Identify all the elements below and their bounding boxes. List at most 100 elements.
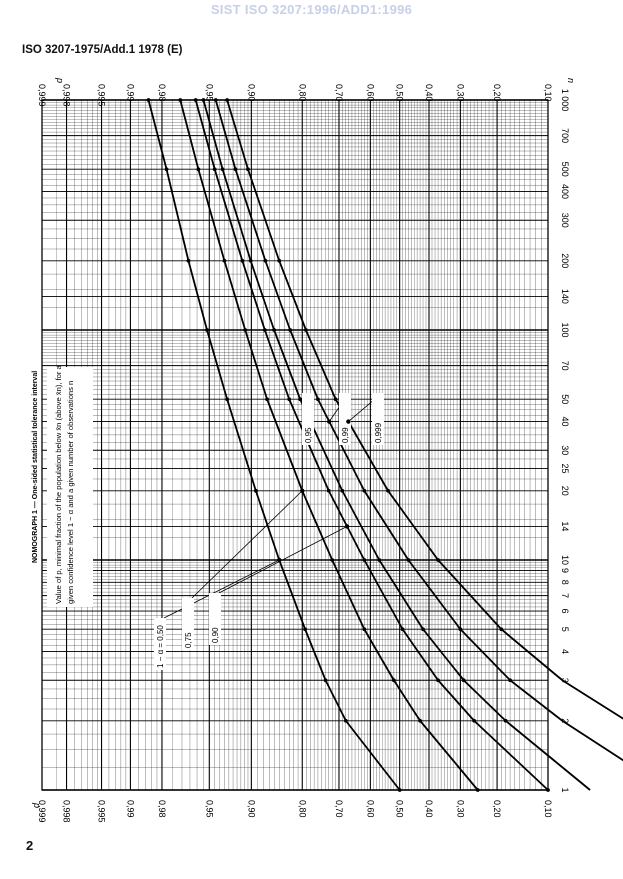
n-tick-label: 14 [560,521,570,531]
p-tick-label: 0,20 [492,800,502,818]
n-tick-label: 1 [560,787,570,792]
curve-point [343,718,348,723]
curve-point [262,328,267,332]
n-tick-label: 70 [560,361,570,371]
curve-point [220,167,225,172]
curve-point [246,167,250,172]
p-tick-label: 0,99 [125,84,135,102]
curve-point [362,558,367,562]
label-background [154,618,166,670]
chart-title: NOMOGRAPH 1 — One-sided statistical tole… [32,371,39,563]
n-axis-label: n [566,78,576,83]
n-tick-label: 20 [560,486,570,496]
p-tick-label: 0,30 [455,800,465,818]
n-tick-label: 100 [560,322,570,337]
curve-point [222,258,227,263]
p-tick-label: 0,60 [365,800,375,818]
n-tick-label: 40 [560,416,570,426]
p-axis-label-top: p [55,77,65,83]
p-tick-label: 0,80 [297,800,307,818]
n-tick-label: 140 [560,289,570,304]
curve-series-1 [179,99,479,791]
curve-point [330,558,335,562]
n-tick-label: 1 000 [560,89,570,112]
p-axis-label-bottom: p [32,802,42,808]
p-tick-labels-bottom: 0,999 0,998 0,995 0,99 0,98 0,95 0,90 0,80 0,70 0… [37,800,553,823]
curve-point [193,98,198,102]
curve-point [146,98,151,102]
curve-point [316,397,320,402]
curve-point [362,627,367,632]
p-tick-label: 0,90 [246,84,256,102]
curve-point [272,328,277,332]
curve-point [253,488,258,493]
curve-point [458,627,463,632]
n-tick-label: 30 [560,445,570,455]
label-background [302,393,314,445]
description-line-2: given confidence level 1 − α and a given… [66,381,75,604]
curve-point [508,678,513,683]
curve-point [499,627,504,632]
p-tick-label: 0,98 [157,84,167,102]
curve-point [213,98,218,102]
curve-point [248,258,253,263]
n-tick-label: 5 [560,627,570,632]
curve-point [340,488,345,493]
description-box [47,367,93,607]
p-tick-label: 0,90 [246,800,256,818]
label-leader-line [191,490,303,599]
n-tick-label: 10 [560,555,570,565]
p-tick-labels-top: 0,999 0,998 0,995 0,99 0,98 0,95 0,90 0,80 0,70 0… [37,84,553,107]
p-tick-label: 0,99 [125,800,135,818]
n-tick-label: 500 [560,162,570,177]
p-tick-label: 0,995 [97,800,107,823]
curve-point [326,488,331,493]
curve-point [323,678,328,683]
curve-point [421,627,425,632]
curve-point [472,718,477,723]
curve-point [287,397,292,402]
curve-series-0 [147,99,401,791]
p-tick-label: 0,10 [543,800,553,818]
n-tick-label: 25 [560,463,570,473]
curve-point [288,328,293,332]
curve-series-5 [226,99,623,720]
curve-point [303,627,308,632]
p-tick-label: 0,999 [37,800,47,823]
curve-point [186,258,191,263]
plot-border [41,99,549,791]
curve-point [475,788,480,792]
curve-point [225,397,230,402]
curve-series-2 [194,99,549,791]
curve-point [265,397,269,402]
curve-series-3 [202,99,591,791]
curve-point [503,718,508,723]
curve-label: 0,999 [374,422,383,443]
curve-point [377,558,382,562]
p-tick-label: 0,10 [543,84,553,102]
curve-point [436,558,440,562]
curve-point [240,258,245,263]
p-tick-label: 0,70 [334,800,344,818]
p-tick-label: 0,95 [204,800,214,818]
n-tick-label: 6 [560,608,570,613]
standard-header: ISO 3207-1975/Add.1 1978 (E) [22,44,183,56]
n-tick-label: 50 [560,394,570,404]
n-tick-label: 300 [560,213,570,228]
grid [41,99,549,791]
curve-point [461,678,466,683]
p-tick-label: 0,50 [395,84,405,102]
curve-point [196,167,201,172]
curve-point [546,788,550,792]
watermark: SIST ISO 3207:1996/ADD1:1996 [210,2,413,17]
p-tick-label: 0,50 [395,800,405,818]
p-tick-label: 0,98 [157,800,167,818]
n-tick-label: 4 [560,649,570,654]
p-tick-label: 0,40 [424,800,434,818]
curve-point [178,98,183,102]
n-tick-label: 2 [560,718,570,723]
p-tick-label: 0,999 [37,84,47,107]
curve-point [233,167,238,172]
p-tick-label: 0,20 [492,84,502,102]
p-tick-label: 0,998 [62,800,72,823]
